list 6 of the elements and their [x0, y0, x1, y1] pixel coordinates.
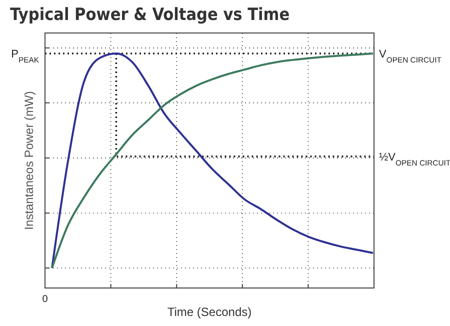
chart-title: Typical Power & Voltage vs Time [10, 5, 290, 25]
y-axis-title: Instantaneos Power (mW) [22, 91, 36, 230]
ref-line-label: P$_{PEAK}$ [11, 48, 40, 64]
text: V$_{OPEN CIRCUIT}$ [379, 48, 442, 64]
x-axis-title: Time (Seconds) [167, 305, 252, 319]
text: 0 [42, 294, 48, 305]
